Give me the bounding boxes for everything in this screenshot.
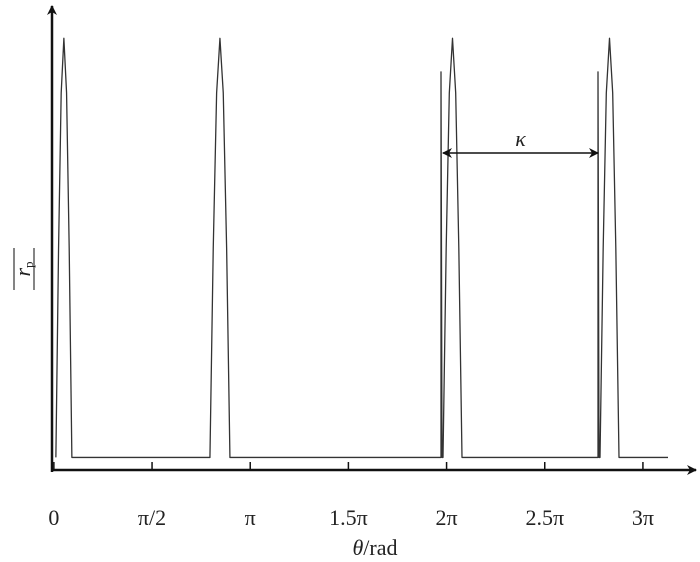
y-label-sub: p [21, 261, 36, 268]
y-label-base: r [10, 268, 35, 277]
x-tick-label: 1.5π [329, 505, 368, 530]
x-label-unit: /rad [363, 535, 397, 560]
x-label-symbol: θ [352, 535, 363, 560]
data-line [55, 37, 668, 459]
annotation-label: κ [515, 126, 526, 151]
x-label: θ/rad [352, 535, 397, 560]
y-label: rp [10, 261, 36, 276]
x-tick-label: 0 [48, 505, 59, 530]
x-tick-label: 2π [436, 505, 458, 530]
x-tick-label: 2.5π [525, 505, 564, 530]
x-tick-label: π/2 [138, 505, 166, 530]
y-axis-label: rp [10, 248, 36, 290]
x-tick-label: 3π [632, 505, 654, 530]
x-tick-label: π [245, 505, 256, 530]
